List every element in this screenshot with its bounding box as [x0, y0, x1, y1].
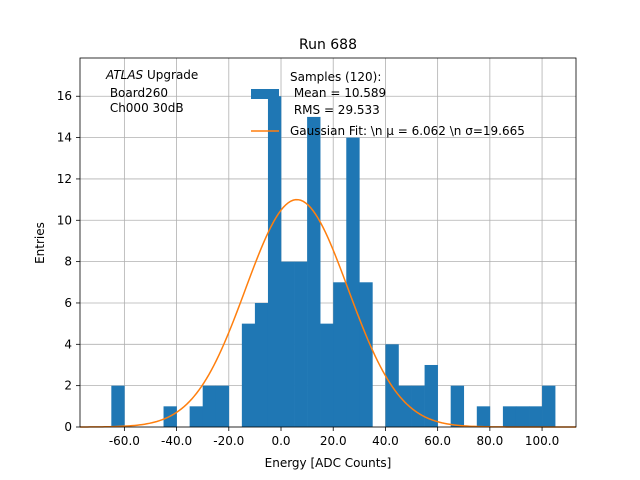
x-tick-label: 40.0	[372, 434, 399, 448]
y-tick-label: 12	[57, 172, 72, 186]
y-tick-label: 0	[64, 420, 72, 434]
histogram-bar	[542, 385, 556, 427]
histogram-bar	[215, 385, 230, 427]
y-tick-label: 2	[64, 379, 72, 393]
y-tick-label: 8	[64, 255, 72, 269]
x-axis-label: Energy [ADC Counts]	[265, 456, 392, 470]
histogram-bar	[320, 323, 334, 427]
axes-frame	[79, 57, 577, 428]
histogram-bar	[333, 282, 347, 427]
x-tick-label: -40.0	[161, 434, 192, 448]
y-tick-label: 10	[57, 213, 72, 227]
atlas-annotation: ATLAS Upgrade Board260 Ch000 30dB	[105, 68, 198, 115]
histogram-bar	[189, 406, 203, 427]
histogram-bar	[346, 137, 360, 427]
y-axis-label: Entries	[33, 222, 47, 264]
x-tick-label: 100.0	[525, 434, 559, 448]
y-tick-label: 6	[64, 296, 72, 310]
y-tick-label: 14	[57, 131, 72, 145]
y-axis-ticks: 0 2 4 6 8 10 12 14 16	[57, 89, 80, 434]
histogram-bar	[202, 385, 217, 427]
histogram-bar	[515, 406, 530, 427]
histogram-bar	[424, 364, 438, 427]
histogram-bar	[476, 406, 491, 427]
annotation-line-1: ATLAS Upgrade	[105, 68, 198, 82]
histogram-bar	[241, 323, 256, 427]
legend-mean-line: Mean = 10.589	[290, 86, 386, 100]
y-tick-label: 4	[64, 337, 72, 351]
histogram-bar	[111, 385, 125, 427]
x-tick-label: 0.0	[271, 434, 290, 448]
annotation-upgrade-word: Upgrade	[143, 68, 198, 82]
histogram-bar	[359, 282, 373, 427]
legend: Samples (120): Mean = 10.589 RMS = 29.53…	[251, 70, 525, 138]
legend-histogram-swatch	[251, 89, 279, 99]
x-tick-label: -60.0	[109, 434, 140, 448]
annotation-line-2: Board260	[106, 86, 168, 100]
x-tick-label: 80.0	[476, 434, 503, 448]
histogram-bar	[254, 302, 269, 427]
legend-samples-line: Samples (120):	[290, 70, 381, 84]
histogram-bar	[267, 96, 282, 427]
histogram-bar	[529, 406, 543, 427]
annotation-line-3: Ch000 30dB	[106, 101, 184, 115]
histogram-bar	[307, 116, 321, 428]
histogram-bar	[502, 406, 517, 427]
chart-title: Run 688	[299, 37, 357, 53]
histogram-bar	[398, 385, 412, 427]
x-tick-label: 20.0	[320, 434, 347, 448]
x-tick-label: -20.0	[213, 434, 244, 448]
histogram-bar	[294, 261, 308, 427]
histogram-bar	[450, 385, 465, 427]
histogram-bar	[281, 261, 295, 427]
histogram-bar	[411, 385, 425, 427]
annotation-atlas-word: ATLAS	[105, 68, 144, 82]
y-tick-label: 16	[57, 89, 72, 103]
x-axis-ticks: -60.0 -40.0 -20.0 0.0 20.0 40.0 60.0 80.0 100.0	[109, 427, 559, 448]
x-tick-label: 60.0	[424, 434, 451, 448]
legend-fit-label: Gaussian Fit: \n μ = 6.062 \n σ=19.665	[290, 124, 525, 138]
legend-rms-line: RMS = 29.533	[290, 103, 380, 117]
